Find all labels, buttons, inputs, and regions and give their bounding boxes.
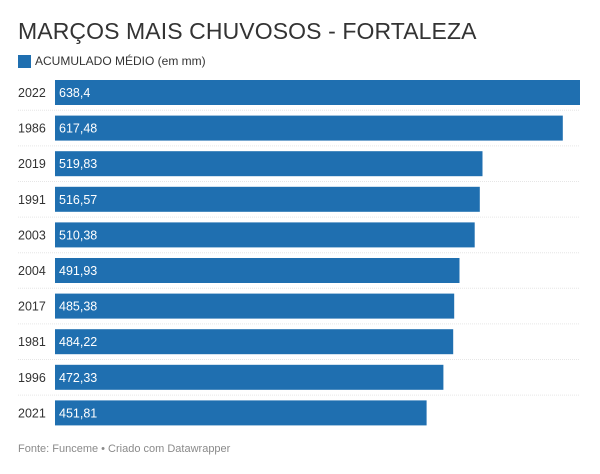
bar [55,80,580,105]
legend-swatch [18,54,31,68]
bar [55,329,454,355]
category-label: 2022 [18,86,46,100]
legend: ACUMULADO MÉDIO (em mm) [18,53,206,69]
category-label: 2017 [18,300,46,314]
bar [55,258,460,283]
bar-value-label: 510,38 [59,228,97,242]
category-label: 1991 [18,193,46,207]
bar [55,151,483,177]
bar [55,115,563,141]
bar-value-label: 617,48 [59,122,97,136]
category-label: 2004 [18,264,46,278]
bar-value-label: 451,81 [59,406,97,420]
bar [55,364,444,390]
category-label: 2021 [18,406,46,420]
category-label: 2003 [18,228,46,242]
bar-value-label: 638,4 [59,86,90,100]
bar-value-label: 519,83 [59,157,97,171]
category-label: 1986 [18,122,46,136]
category-label: 1981 [18,335,46,349]
bar [55,186,480,212]
category-label: 1996 [18,371,46,385]
bar [55,222,475,248]
bar-value-label: 484,22 [59,335,97,349]
bar-value-label: 472,33 [59,371,97,385]
chart-title: MARÇOS MAIS CHUVOSOS - FORTALEZA [18,18,477,44]
bar-value-label: 485,38 [59,300,97,314]
bar [55,293,455,319]
bar [55,400,427,426]
category-label: 2019 [18,157,46,171]
source-footer: Fonte: Funceme • Criado com Datawrapper [18,443,231,455]
legend-label: ACUMULADO MÉDIO (em mm) [35,54,206,68]
bar-value-label: 516,57 [59,193,97,207]
bar-value-label: 491,93 [59,264,97,278]
